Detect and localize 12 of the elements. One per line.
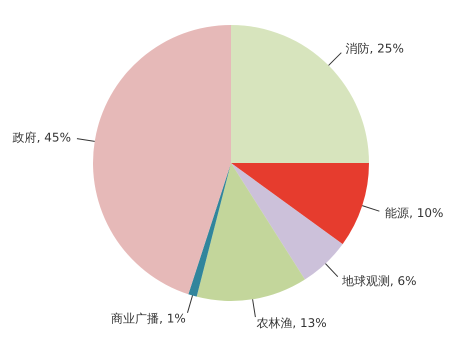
slice-label: 政府, 45% [12,130,71,145]
slice-label: 消防, 25% [346,41,404,56]
pie-slice [231,163,343,280]
pie-slice [188,163,231,297]
pie-slice [231,25,369,163]
pie-slice [196,163,305,301]
pie-slice [93,25,231,294]
slice-label: 农林渔, 13% [256,316,327,330]
pie-slice [231,163,369,244]
slice-label: 地球观测, 6% [340,274,417,288]
slice-label: 能源, 10% [385,206,444,220]
slice-label: 商业广播, 1% [111,312,186,326]
